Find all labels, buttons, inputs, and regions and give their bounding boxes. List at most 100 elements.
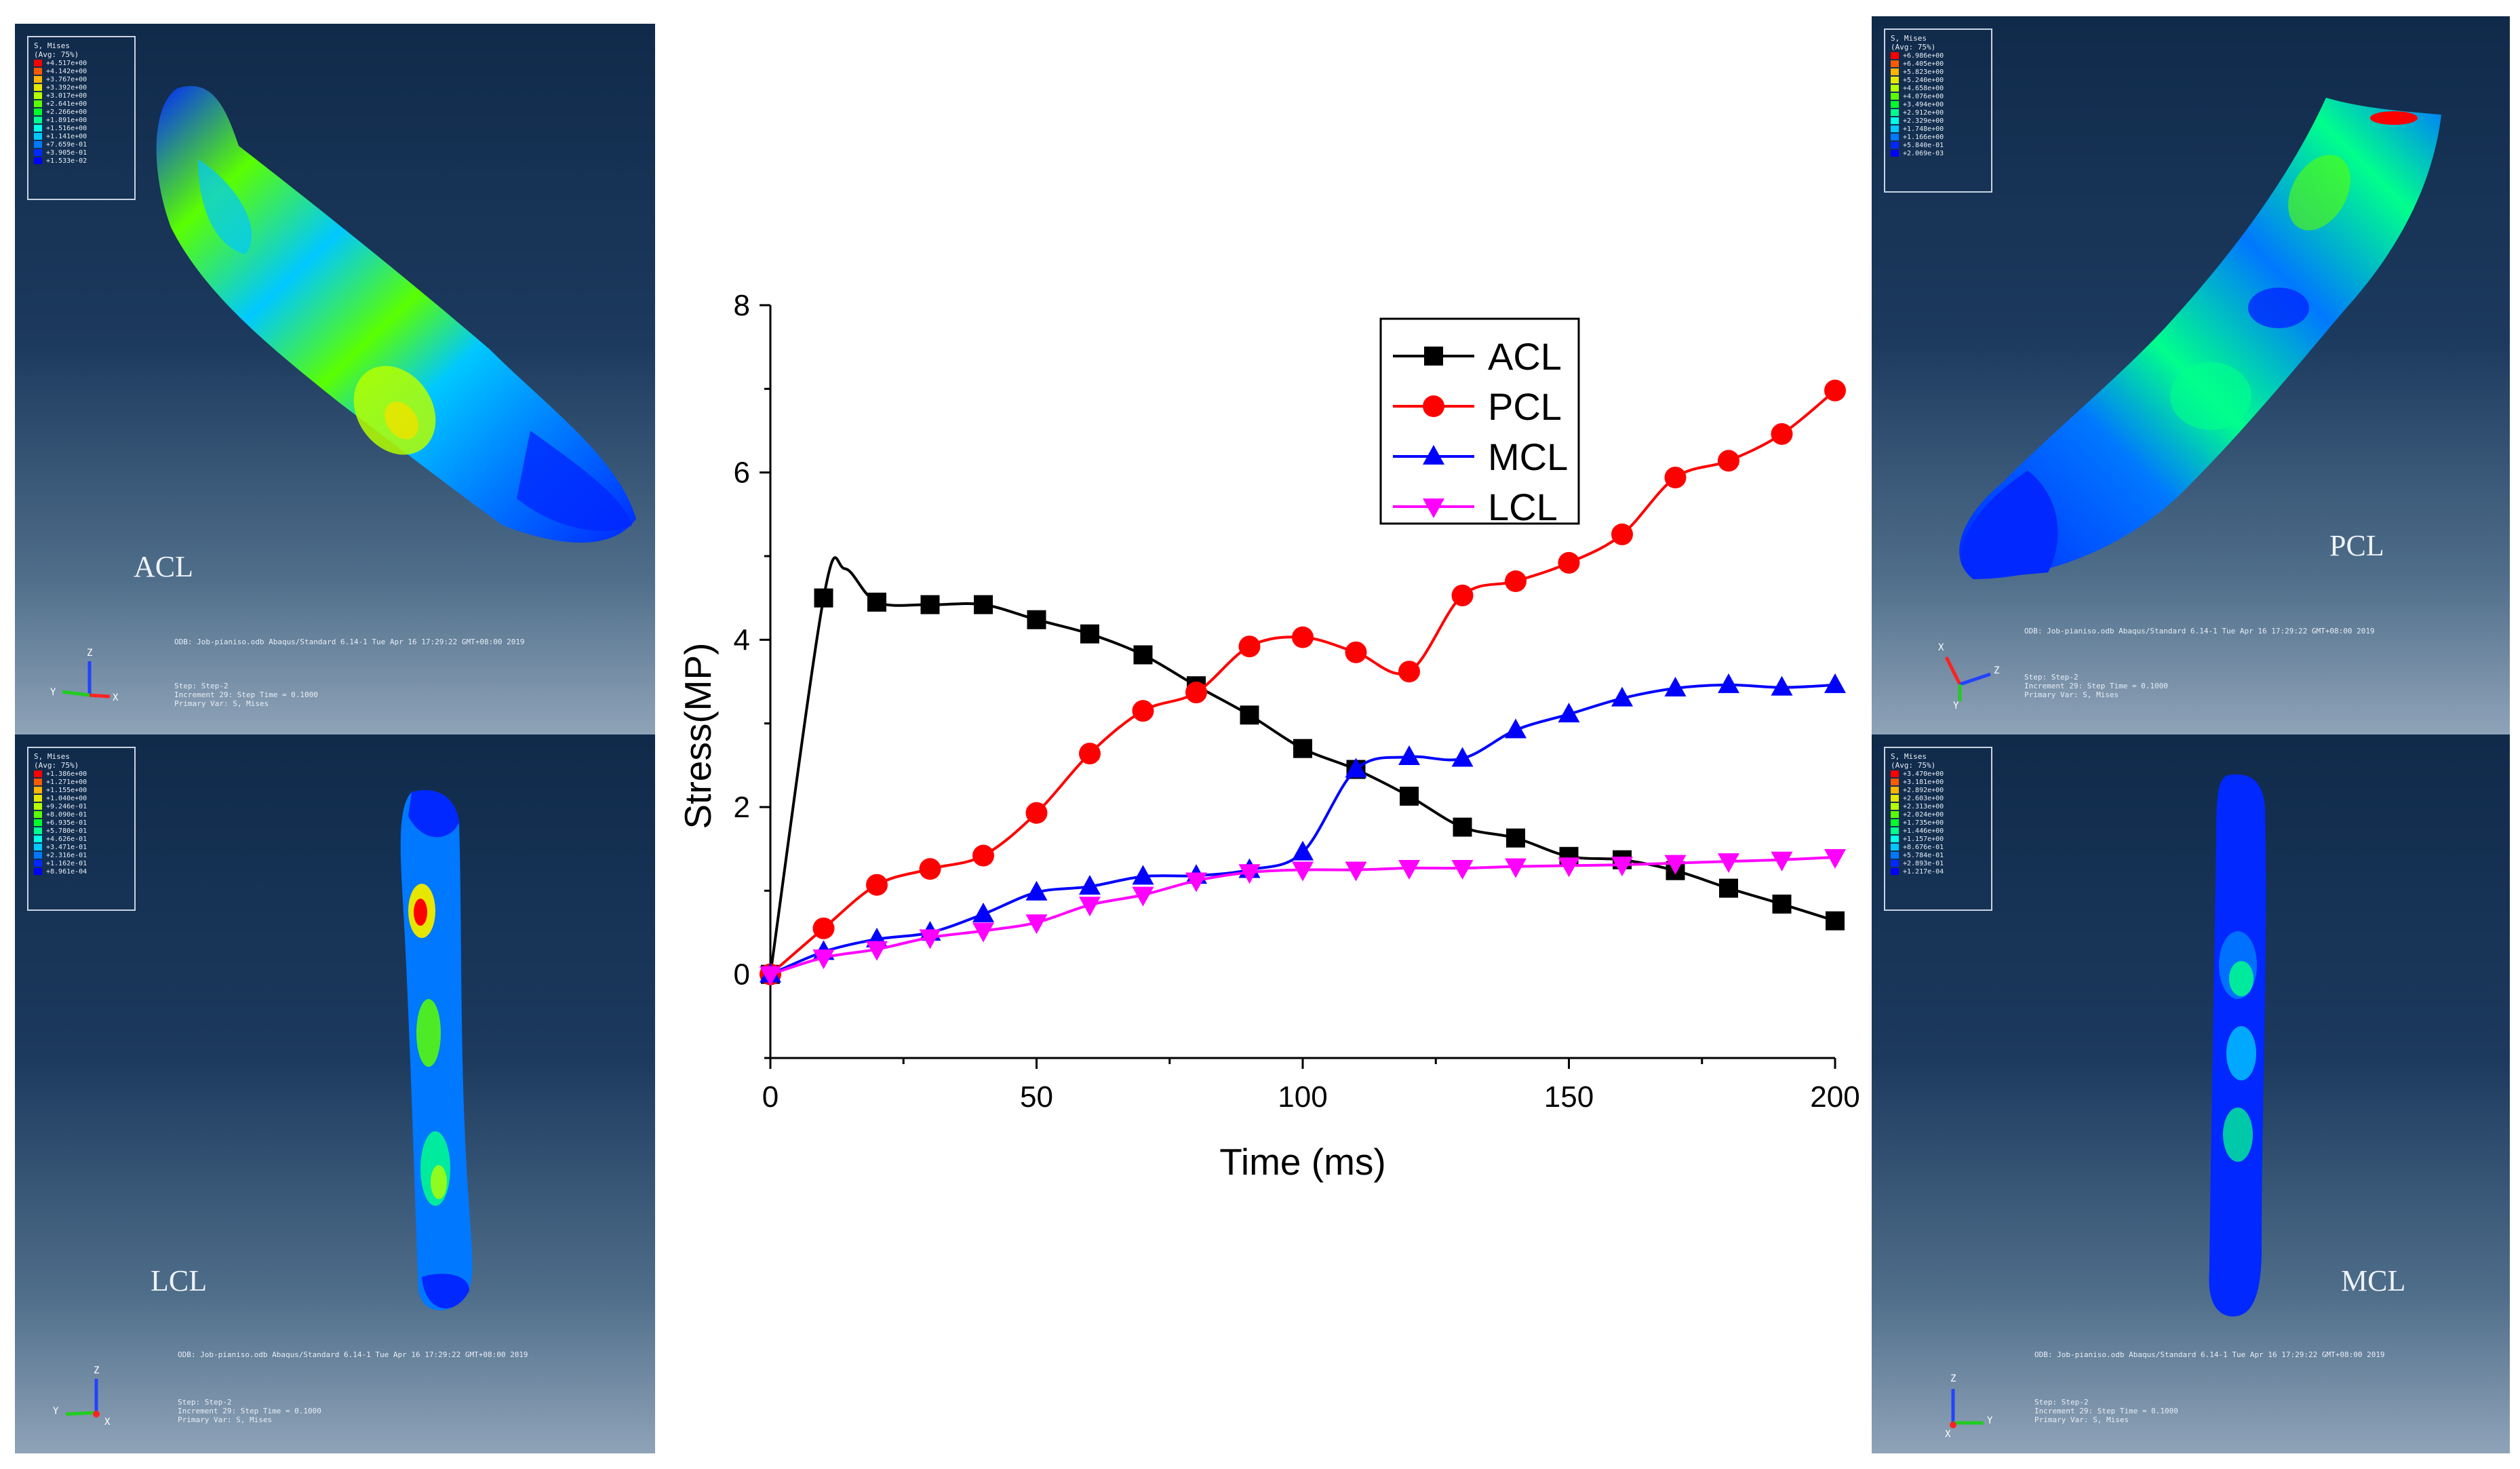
legend-value: +5.780e-01 — [46, 827, 87, 835]
legend-value: +6.405e+00 — [1903, 60, 1944, 68]
axis-label: Z — [87, 648, 93, 659]
legend-swatch — [1891, 779, 1899, 785]
data-point — [1293, 739, 1312, 758]
data-point — [760, 966, 781, 986]
legend-swatch — [34, 836, 42, 842]
legend-row: +4.076e+00 — [1891, 92, 1991, 100]
legend-swatch — [1891, 109, 1899, 116]
legend-title-line: S, Mises — [34, 752, 70, 761]
x-tick-label: 100 — [1278, 1080, 1327, 1114]
legend-swatch — [34, 84, 42, 91]
axis-triad-icon — [62, 661, 111, 699]
data-point — [814, 588, 833, 608]
legend-row: +3.470e+00 — [1891, 770, 1991, 778]
legend-row: +1.166e+00 — [1891, 133, 1991, 141]
legend-value: +3.392e+00 — [46, 83, 87, 92]
legend-swatch — [1891, 844, 1899, 850]
legend-row: +1.162e-01 — [34, 859, 134, 867]
acl-ligament-contour — [156, 85, 637, 543]
legend-value: +2.266e+00 — [46, 108, 87, 116]
series-line — [769, 556, 1836, 975]
step-line: Primary Var: S, Mises — [2024, 690, 2119, 699]
contour-legend: S, Mises (Avg: 75%) +1.386e+00 +1.271e+00… — [27, 747, 136, 911]
legend-row: +6.405e+00 — [1891, 60, 1991, 68]
legend-row: +1.217e-04 — [1891, 867, 1991, 876]
legend-swatch — [1891, 836, 1899, 842]
legend-row: +2.266e+00 — [34, 108, 134, 116]
legend-row: +4.658e+00 — [1891, 84, 1991, 92]
axis-label: X — [1945, 1429, 1951, 1440]
legend-title-line: (Avg: 75%) — [1891, 43, 1936, 52]
legend-swatch — [34, 779, 42, 785]
legend-title-line: S, Mises — [1891, 752, 1927, 761]
step-info: Step: Step-2 Increment 29: Step Time = 0… — [174, 682, 318, 708]
legend-label: ACL — [1488, 335, 1562, 378]
data-point — [1772, 895, 1792, 914]
legend-row: +2.603e+00 — [1891, 794, 1991, 802]
legend-swatch — [1891, 85, 1899, 92]
legend-row: +8.961e-04 — [34, 867, 134, 876]
data-point — [1132, 700, 1154, 722]
data-point — [1292, 626, 1314, 648]
legend-value: +6.935e-01 — [46, 819, 87, 827]
legend-value: +4.076e+00 — [1903, 92, 1944, 100]
legend-swatch — [1891, 93, 1899, 100]
legend-value: +4.626e-01 — [46, 835, 87, 843]
legend-swatch — [34, 149, 42, 156]
axis-label: X — [104, 1417, 111, 1428]
data-point — [1238, 635, 1261, 658]
fe-panel-pcl: S, Mises (Avg: 75%) +6.986e+00 +6.405e+00… — [1872, 16, 2510, 734]
data-point — [1824, 849, 1846, 869]
legend-title: S, Mises (Avg: 75%) — [1891, 752, 1991, 770]
legend-value: +1.040e+00 — [46, 794, 87, 802]
part-label: PCL — [2329, 529, 2384, 562]
legend-swatch — [1891, 60, 1899, 67]
lcl-ligament-contour — [400, 790, 473, 1311]
axis-label: X — [113, 692, 119, 703]
legend-marker — [1423, 498, 1444, 518]
y-tick-label: 0 — [734, 958, 750, 992]
legend-value: +2.313e+00 — [1903, 802, 1944, 810]
legend-swatch — [1891, 125, 1899, 132]
legend-row: +4.626e-01 — [34, 835, 134, 843]
step-info: Step: Step-2 Increment 29: Step Time = 0… — [2034, 1398, 2178, 1424]
axis-triad: Z Y X — [42, 1365, 137, 1440]
legend-swatch — [34, 795, 42, 802]
data-point — [1079, 897, 1101, 917]
data-point — [1826, 911, 1845, 931]
legend-swatch — [34, 157, 42, 164]
data-point — [1025, 914, 1048, 935]
data-point — [1718, 450, 1739, 472]
data-point — [1185, 682, 1207, 704]
y-tick-label: 8 — [734, 289, 750, 322]
legend-label: LCL — [1488, 486, 1558, 528]
legend-swatch — [34, 787, 42, 794]
axis-label: Y — [1953, 701, 1959, 711]
data-point — [1505, 718, 1527, 739]
legend-value: +7.659e-01 — [46, 140, 87, 149]
legend-row: +8.676e-01 — [1891, 843, 1991, 851]
part-label: ACL — [134, 550, 193, 583]
axis-label: Z — [1950, 1373, 1956, 1384]
x-tick-label: 50 — [1020, 1080, 1053, 1114]
series-pcl — [760, 379, 1846, 985]
y-tick-label: 6 — [734, 456, 750, 490]
data-point — [972, 902, 994, 922]
legend-swatch — [1891, 811, 1899, 818]
legend-swatch — [34, 92, 42, 99]
legend-row: +1.516e+00 — [34, 124, 134, 132]
legend-swatch — [34, 844, 42, 850]
legend-row: +2.912e+00 — [1891, 109, 1991, 117]
axis-triad: Z Y X — [42, 648, 137, 722]
legend-row: +1.155e+00 — [34, 786, 134, 794]
legend-value: +5.784e-01 — [1903, 851, 1944, 859]
x-tick-label: 0 — [762, 1080, 779, 1114]
legend-row: +2.641e+00 — [34, 100, 134, 108]
data-point — [1292, 861, 1314, 882]
data-point — [1345, 641, 1367, 663]
legend-value: +2.892e+00 — [1903, 786, 1944, 794]
legend-value: +2.912e+00 — [1903, 109, 1944, 117]
mcl-ligament-contour — [2209, 774, 2266, 1317]
step-line: Step: Step-2 — [2034, 1398, 2089, 1407]
legend-title-line: (Avg: 75%) — [1891, 761, 1936, 770]
